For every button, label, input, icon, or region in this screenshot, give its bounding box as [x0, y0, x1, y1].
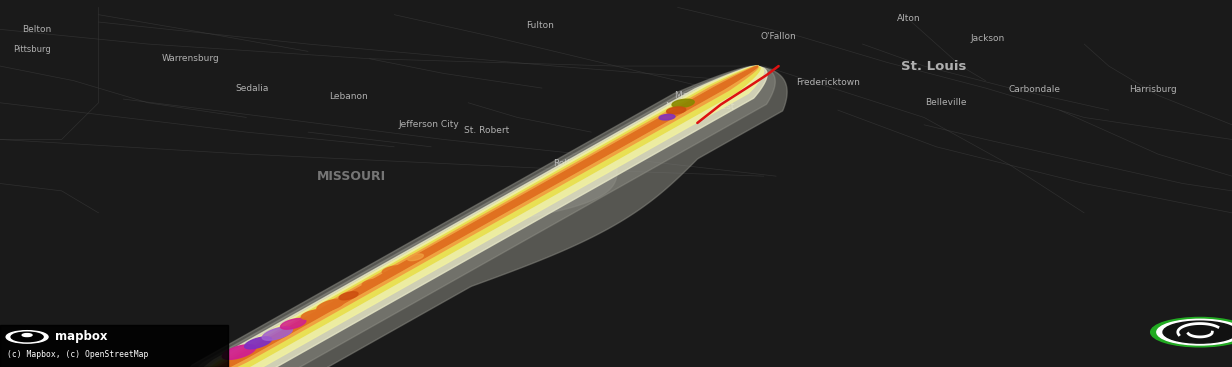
- Text: St. Louis: St. Louis: [901, 59, 967, 73]
- Polygon shape: [382, 266, 402, 274]
- Text: Fredericktown: Fredericktown: [796, 78, 860, 87]
- Text: (c) Mapbox, (c) OpenStreetMap: (c) Mapbox, (c) OpenStreetMap: [7, 350, 149, 359]
- Circle shape: [6, 331, 48, 343]
- Text: O'Fallon: O'Fallon: [760, 32, 797, 41]
- Text: Rolla: Rolla: [553, 159, 575, 168]
- Polygon shape: [317, 299, 344, 311]
- Polygon shape: [191, 66, 758, 367]
- Circle shape: [11, 332, 43, 342]
- Polygon shape: [281, 319, 306, 329]
- Text: Jefferson City: Jefferson City: [398, 120, 460, 129]
- Polygon shape: [188, 66, 768, 367]
- Text: Jackson: Jackson: [971, 34, 1005, 43]
- Text: Belton: Belton: [22, 25, 52, 34]
- Text: MISSOURI: MISSOURI: [317, 170, 386, 183]
- Circle shape: [1157, 319, 1232, 345]
- Polygon shape: [191, 66, 760, 367]
- Circle shape: [1151, 317, 1232, 347]
- Polygon shape: [187, 66, 775, 367]
- Circle shape: [1163, 321, 1232, 343]
- Polygon shape: [262, 327, 292, 340]
- Polygon shape: [659, 115, 675, 120]
- Text: Harrisburg: Harrisburg: [1130, 86, 1177, 94]
- Text: Alton: Alton: [897, 14, 922, 23]
- Polygon shape: [245, 337, 271, 349]
- Polygon shape: [222, 345, 255, 359]
- Polygon shape: [339, 292, 359, 300]
- Text: Mark Twain
National Forest: Mark Twain National Forest: [665, 91, 734, 110]
- FancyBboxPatch shape: [0, 325, 228, 367]
- Text: mapbox: mapbox: [55, 330, 108, 344]
- Text: Warrensburg: Warrensburg: [163, 54, 219, 63]
- Polygon shape: [185, 66, 787, 367]
- Text: Carbondale: Carbondale: [1009, 86, 1061, 94]
- Polygon shape: [191, 66, 758, 367]
- Polygon shape: [302, 310, 324, 319]
- Circle shape: [22, 334, 32, 337]
- Polygon shape: [190, 66, 764, 367]
- Polygon shape: [473, 154, 617, 222]
- Text: Belleville: Belleville: [925, 98, 967, 107]
- Text: Pittsburg: Pittsburg: [14, 45, 51, 54]
- Text: St. Robert: St. Robert: [464, 126, 509, 135]
- Polygon shape: [362, 280, 378, 286]
- Text: Lebanon: Lebanon: [329, 92, 368, 101]
- Polygon shape: [667, 107, 686, 114]
- Polygon shape: [408, 254, 424, 261]
- Text: Sedalia: Sedalia: [235, 84, 270, 92]
- Text: Fulton: Fulton: [526, 21, 553, 30]
- Polygon shape: [671, 99, 695, 108]
